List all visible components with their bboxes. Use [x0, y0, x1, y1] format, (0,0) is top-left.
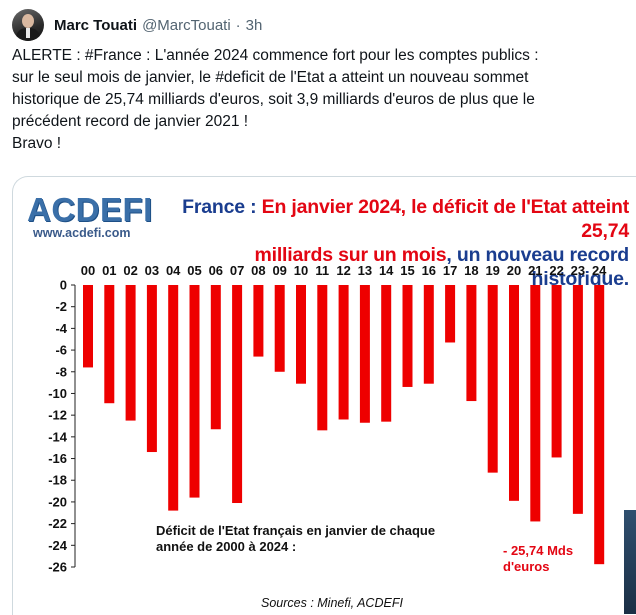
- x-tick-label: 19: [485, 263, 499, 278]
- tweet-line: précédent record de janvier 2021 !: [12, 113, 249, 130]
- x-tick-label: 04: [166, 263, 181, 278]
- headline-part: , un nouveau record historique.: [446, 244, 629, 290]
- x-tick-label: 08: [251, 263, 265, 278]
- tweet-media-image[interactable]: ACDEFI www.acdefi.com France : En janvie…: [12, 176, 636, 615]
- tweet-text: ALERTE : #France : L'année 2024 commence…: [12, 45, 622, 155]
- y-tick-label: -12: [48, 408, 67, 423]
- scroll-widget[interactable]: [624, 510, 636, 614]
- logo-text: ACDEFI: [27, 191, 153, 228]
- x-tick-label: 17: [443, 263, 457, 278]
- bar: [104, 285, 115, 404]
- bar: [530, 285, 541, 522]
- bar: [359, 285, 370, 423]
- separator-dot: ·: [235, 16, 241, 34]
- bar: [125, 285, 136, 421]
- chart-headline: France : En janvier 2024, le déficit de …: [169, 195, 629, 291]
- x-tick-label: 21: [528, 263, 542, 278]
- y-tick-label: -10: [48, 386, 67, 401]
- bar: [317, 285, 328, 431]
- bar-chart: 0 -2 -4 -6 -8 -10 -12 -14 -16 -18 -20 -22 -24 -26 00 01…: [48, 263, 607, 610]
- bar: [381, 285, 392, 422]
- bar: [445, 285, 456, 343]
- x-tick-label: 22: [549, 263, 563, 278]
- bar: [296, 285, 306, 384]
- tweet-line: historique de 25,74 milliards d'euros, s…: [12, 91, 535, 108]
- y-tick-label: 0: [60, 278, 67, 293]
- y-tick-label: -22: [48, 516, 67, 531]
- chart-annotation-line2: d'euros: [503, 559, 549, 574]
- bar: [551, 285, 562, 458]
- headline-part: En janvier 2024: [261, 196, 401, 218]
- x-tick-label: 11: [315, 263, 329, 278]
- bar: [338, 285, 349, 420]
- bar: [274, 285, 285, 372]
- x-tick-label: 24: [592, 263, 607, 278]
- y-tick-label: -6: [55, 343, 67, 358]
- bar: [594, 285, 605, 565]
- x-tick-label: 09: [272, 263, 286, 278]
- chart-source: Sources : Minefi, ACDEFI: [261, 596, 403, 610]
- author-name[interactable]: Marc Touati: [54, 16, 138, 34]
- logo-url: www.acdefi.com: [33, 226, 131, 240]
- tweet-header: Marc Touati @MarcTouati · 3h: [12, 9, 263, 41]
- x-tick-label: 23: [571, 263, 585, 278]
- x-tick-label: 02: [123, 263, 137, 278]
- headline-part: , le déficit de l'Etat atteint 25,74: [400, 196, 630, 242]
- y-tick-label: -2: [55, 299, 67, 314]
- bar: [210, 285, 221, 430]
- x-tick-label: 14: [379, 263, 394, 278]
- bar: [232, 285, 243, 504]
- x-tick-label: 00: [81, 263, 95, 278]
- chart-annotation-line1: - 25,74 Mds: [503, 543, 573, 558]
- x-tick-label: 13: [358, 263, 372, 278]
- x-tick-label: 01: [102, 263, 116, 278]
- x-tick-label: 20: [507, 263, 521, 278]
- headline-part: milliards sur un mois: [254, 244, 447, 266]
- x-tick-label: 12: [336, 263, 350, 278]
- bar: [466, 285, 477, 402]
- bar: [146, 285, 157, 453]
- x-tick-label: 07: [230, 263, 244, 278]
- x-tick-label: 03: [145, 263, 159, 278]
- y-tick-label: -8: [55, 364, 67, 379]
- headline-part: France :: [182, 196, 262, 218]
- x-tick-label: 05: [187, 263, 201, 278]
- bar: [83, 285, 93, 368]
- bar: [487, 285, 498, 473]
- bar: [509, 285, 519, 501]
- chart-subtitle-line2: année de 2000 à 2024 :: [156, 539, 296, 554]
- tweet-line: Bravo !: [12, 135, 62, 152]
- bar: [253, 285, 264, 357]
- x-tick-label: 06: [209, 263, 223, 278]
- y-tick-label: -14: [48, 429, 68, 444]
- tweet-line: ALERTE : #France : L'année 2024 commence…: [12, 47, 539, 64]
- y-tick-label: -20: [48, 494, 67, 509]
- tweet-time[interactable]: 3h: [245, 16, 263, 34]
- x-tick-label: 10: [294, 263, 308, 278]
- author-handle[interactable]: @MarcTouati: [142, 16, 231, 34]
- avatar[interactable]: [12, 9, 44, 41]
- y-tick-label: -24: [48, 538, 68, 553]
- tweet-line: sur le seul mois de janvier, le #deficit…: [12, 69, 529, 86]
- y-tick-label: -16: [48, 451, 67, 466]
- y-tick-label: -26: [48, 560, 67, 575]
- bar: [168, 285, 179, 511]
- x-tick-label: 18: [464, 263, 478, 278]
- acdefi-logo: ACDEFI www.acdefi.com: [25, 191, 155, 241]
- bar: [423, 285, 434, 384]
- bar: [189, 285, 200, 498]
- chart-subtitle-line1: Déficit de l'Etat français en janvier de…: [156, 523, 435, 538]
- bar: [402, 285, 413, 387]
- bar: [572, 285, 583, 514]
- x-tick-label: 16: [422, 263, 436, 278]
- y-tick-label: -4: [55, 321, 67, 336]
- x-tick-label: 15: [400, 263, 414, 278]
- y-tick-label: -18: [48, 473, 67, 488]
